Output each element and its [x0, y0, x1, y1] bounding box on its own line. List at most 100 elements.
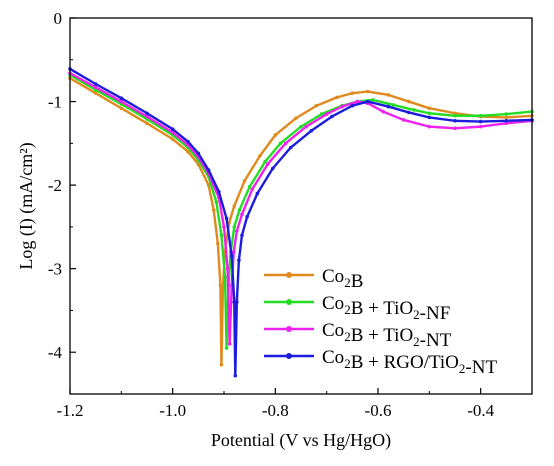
legend-label: Co2B + TiO2-NF	[322, 293, 450, 324]
data-point	[504, 112, 509, 116]
y-tick-label: -3	[48, 260, 62, 279]
data-point	[170, 137, 175, 141]
data-point	[186, 149, 190, 154]
data-point	[504, 115, 509, 120]
data-point	[288, 145, 293, 150]
data-point	[258, 154, 262, 158]
data-point	[145, 111, 149, 116]
data-point	[119, 96, 124, 101]
data-point	[401, 118, 406, 122]
data-point	[283, 141, 288, 146]
data-point	[355, 99, 360, 104]
y-tick-label: 0	[54, 9, 63, 28]
data-point	[478, 119, 483, 124]
data-point	[304, 124, 308, 129]
data-point	[504, 121, 509, 126]
axes-layer: -1.2 -1.0 -0.8 -0.6 -0.4 0 -1 -2 -3 -4	[48, 9, 495, 420]
data-point	[309, 129, 314, 133]
x-axis-title: Potential (V vs Hg/HgO)	[211, 430, 391, 451]
data-point	[250, 187, 255, 192]
x-tick-label: -1.0	[159, 401, 186, 420]
data-point	[240, 212, 244, 217]
data-point	[242, 179, 247, 183]
legend-text: B + RGO/TiO	[351, 352, 459, 373]
legend-item: Co2B	[264, 266, 363, 292]
data-point	[233, 373, 238, 378]
data-point	[504, 118, 509, 123]
data-point	[453, 126, 457, 131]
data-point	[314, 103, 319, 108]
legend-text: B + TiO	[351, 325, 413, 346]
data-point	[225, 266, 230, 271]
data-point	[119, 106, 124, 111]
data-point	[350, 103, 355, 108]
data-point	[232, 204, 237, 208]
data-point	[412, 108, 416, 112]
x-tick-label: -0.4	[467, 401, 494, 420]
legend-subscript: 2	[413, 307, 420, 322]
data-point	[237, 258, 241, 263]
data-point	[381, 109, 385, 114]
data-point	[237, 208, 242, 212]
data-point	[170, 127, 175, 131]
legend-text: Co	[322, 320, 344, 341]
data-point	[427, 124, 432, 129]
x-tick-label: -0.8	[262, 401, 289, 420]
data-point	[273, 133, 278, 137]
data-point	[340, 104, 344, 109]
data-point	[407, 99, 411, 104]
data-point	[391, 103, 396, 107]
data-point	[371, 98, 375, 102]
data-point	[335, 95, 339, 100]
data-point	[223, 275, 227, 279]
y-tick-label: -2	[48, 176, 62, 195]
data-point	[270, 166, 275, 171]
data-point	[294, 116, 298, 121]
legend-text: -NT	[420, 330, 452, 351]
data-point	[206, 168, 211, 172]
legend-subscript: 2	[459, 361, 466, 376]
data-point	[231, 250, 236, 254]
series-3	[68, 67, 534, 378]
legend-text: -NT	[465, 357, 497, 378]
y-tick-label: -1	[48, 93, 62, 112]
data-point	[235, 229, 239, 233]
data-point	[324, 112, 329, 116]
legend-label: Co2B	[322, 266, 363, 292]
data-point	[319, 112, 324, 116]
data-point	[219, 233, 224, 238]
data-point	[222, 225, 226, 229]
data-point	[453, 111, 457, 116]
data-point	[218, 283, 223, 288]
data-point	[217, 190, 221, 194]
data-point	[407, 110, 411, 115]
series-layer	[68, 67, 534, 378]
data-point	[453, 113, 457, 118]
series-1	[68, 73, 534, 350]
x-tick-label: -0.6	[365, 401, 392, 420]
legend-item: Co2B + TiO2-NT	[264, 320, 452, 351]
legend-subscript: 2	[344, 329, 351, 344]
legend-text: Co	[322, 293, 344, 314]
data-point	[365, 99, 370, 104]
data-point	[427, 106, 432, 111]
legend-text: Co	[322, 266, 344, 287]
legend-subscript: 2	[413, 334, 420, 349]
data-point	[245, 215, 249, 219]
legend-subscript: 2	[344, 275, 351, 290]
data-point	[478, 113, 483, 118]
data-point	[232, 300, 237, 304]
data-point	[93, 85, 98, 90]
data-point	[221, 283, 225, 288]
plot-frame	[69, 17, 533, 395]
data-point	[224, 216, 229, 221]
data-point	[211, 208, 216, 212]
data-point	[478, 124, 483, 129]
y-tick-label: -4	[48, 343, 63, 362]
y-axis-title: Log (I) (mA/cm²)	[16, 142, 37, 269]
data-point	[299, 124, 303, 129]
data-point	[247, 184, 252, 189]
data-point	[255, 191, 260, 196]
legend-text: -NF	[420, 303, 451, 324]
